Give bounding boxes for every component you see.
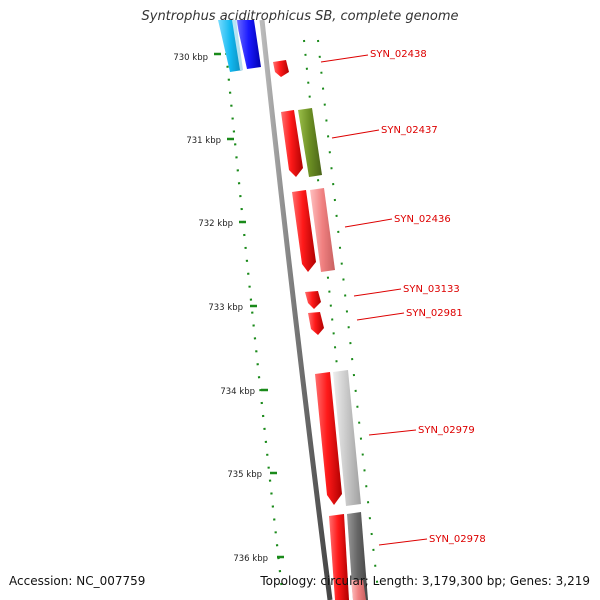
label-connectors <box>320 54 428 546</box>
genome-summary-text: Topology: circular; Length: 3,179,300 bp… <box>260 574 590 588</box>
gene-label-syn02437[interactable]: SYN_02437 <box>381 125 438 136</box>
gene-label-syn02979[interactable]: SYN_02979 <box>418 425 475 436</box>
gene-blue-block[interactable] <box>236 20 261 69</box>
gene-label-syn02438[interactable]: SYN_02438 <box>370 49 427 60</box>
gene-arrow-syn02438[interactable] <box>273 60 289 77</box>
gene-arrow-syn02436[interactable] <box>292 190 316 272</box>
tick-label-735: 735 kbp <box>227 470 262 480</box>
gene-arrow-syn03133[interactable] <box>305 291 321 309</box>
tick-label-736: 736 kbp <box>233 554 268 564</box>
backbone-track <box>259 19 333 600</box>
tick-label-732: 732 kbp <box>198 219 233 229</box>
gene-lightgray-block[interactable] <box>333 370 361 506</box>
gene-labels: SYN_02438 SYN_02437 SYN_02436 SYN_03133 … <box>370 49 486 545</box>
gene-label-syn02981[interactable]: SYN_02981 <box>406 308 463 319</box>
gene-label-syn02436[interactable]: SYN_02436 <box>394 214 451 225</box>
gene-arrow-syn02978[interactable] <box>329 514 349 600</box>
accession-text: Accession: NC_007759 <box>9 574 146 588</box>
tick-label-730: 730 kbp <box>173 53 208 63</box>
gene-olive-block[interactable] <box>298 108 322 177</box>
gene-arrow-syn02981[interactable] <box>308 312 324 335</box>
gene-label-syn02978[interactable]: SYN_02978 <box>429 534 486 545</box>
gene-label-syn03133[interactable]: SYN_03133 <box>403 284 460 295</box>
gene-darkgray-block[interactable] <box>347 512 368 600</box>
inner-dots-right <box>317 39 379 591</box>
ruler-ticks <box>214 52 284 559</box>
tick-label-731: 731 kbp <box>186 136 221 146</box>
tick-label-733: 733 kbp <box>208 303 243 313</box>
ruler-labels: 730 kbp 731 kbp 732 kbp 733 kbp 734 kbp … <box>173 53 268 564</box>
gene-arrow-syn02437[interactable] <box>281 110 303 177</box>
gene-white-gap <box>232 20 244 70</box>
gene-arrow-syn02979[interactable] <box>315 372 342 505</box>
gene-pink-block[interactable] <box>310 188 335 272</box>
tick-label-734: 734 kbp <box>220 387 255 397</box>
gene-pink-bottom[interactable] <box>351 580 366 600</box>
